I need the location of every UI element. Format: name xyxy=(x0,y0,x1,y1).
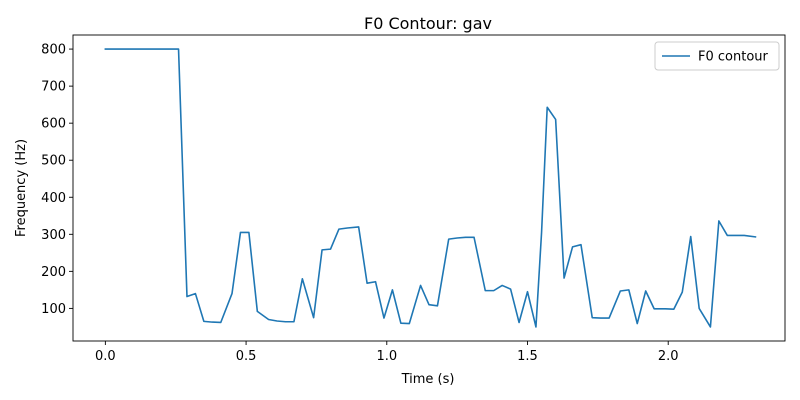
y-tick-label: 500 xyxy=(41,154,66,169)
y-axis-ticks: 100 200 300 400 500 600 700 800 xyxy=(41,43,73,317)
y-tick-label: 300 xyxy=(41,228,66,243)
x-tick-label: 1.5 xyxy=(517,349,538,364)
x-axis-ticks: 0.0 0.5 1.0 1.5 2.0 xyxy=(95,341,679,364)
x-tick-label: 0.0 xyxy=(95,349,116,364)
x-tick-label: 2.0 xyxy=(658,349,679,364)
legend: F0 contour xyxy=(654,41,780,71)
y-tick-label: 700 xyxy=(41,80,66,95)
plot-area xyxy=(73,35,785,341)
y-tick-label: 200 xyxy=(41,265,66,280)
f0-contour-line xyxy=(104,48,757,328)
plot-frame xyxy=(72,34,786,342)
x-tick-label: 0.5 xyxy=(236,349,257,364)
y-tick-label: 100 xyxy=(41,302,66,317)
y-tick-label: 400 xyxy=(41,191,66,206)
chart-title: F0 Contour: gav xyxy=(364,14,492,33)
y-axis-label: Frequency (Hz) xyxy=(14,139,29,237)
legend-frame xyxy=(654,41,780,71)
x-axis-label: Time (s) xyxy=(401,372,455,387)
legend-entry-f0-contour: F0 contour xyxy=(698,50,769,65)
x-tick-label: 1.0 xyxy=(376,349,397,364)
y-tick-label: 800 xyxy=(41,43,66,58)
y-tick-label: 600 xyxy=(41,117,66,132)
